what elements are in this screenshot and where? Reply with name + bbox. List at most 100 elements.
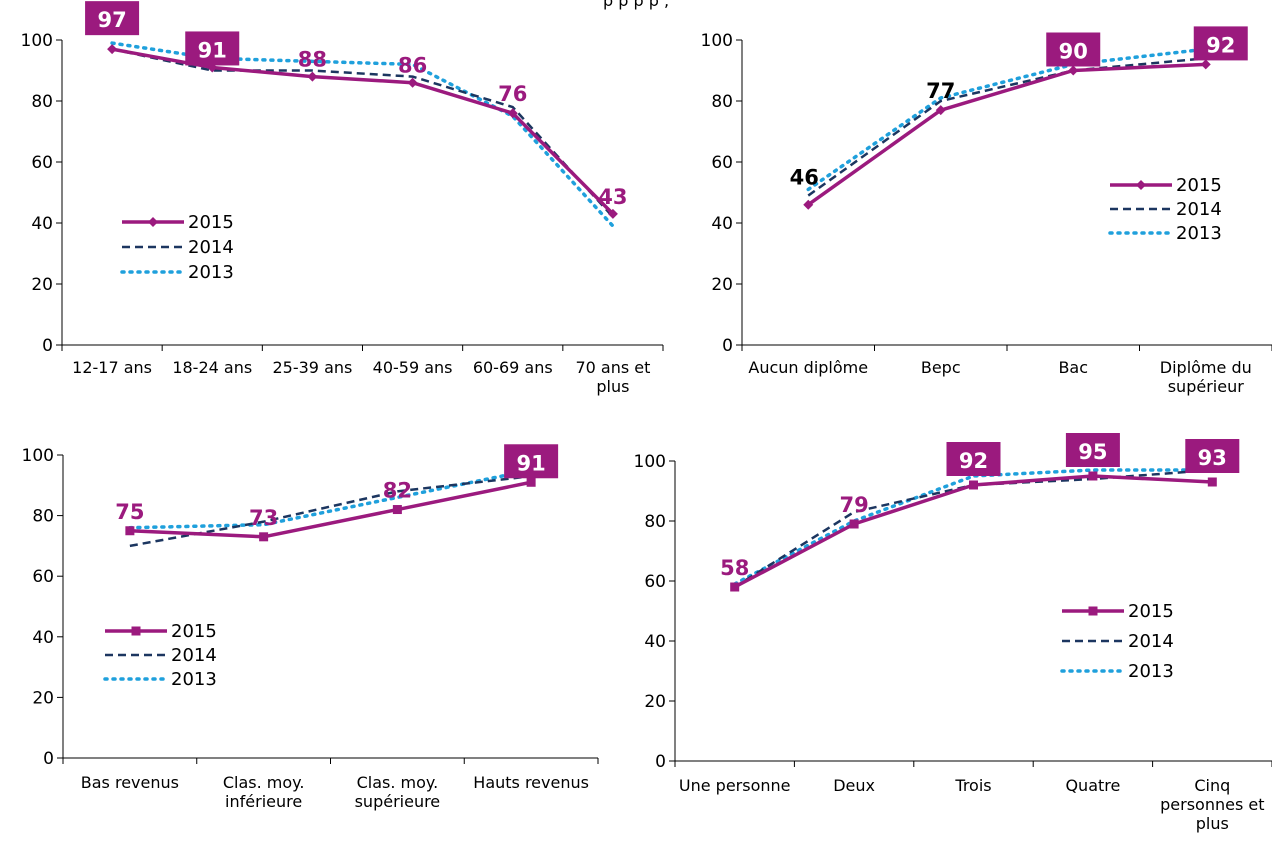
series-2015-point [803,199,814,210]
x-tick-label: 12-17 ans [72,358,152,377]
data-label: 91 [198,38,227,62]
series-2015-point [207,62,218,73]
legend-label-2015: 2015 [1128,601,1174,622]
y-tick-label: 100 [701,31,733,51]
x-tick-label: Clas. moy. supérieure [355,773,441,811]
data-label: 91 [517,451,546,475]
data-label-box [1193,26,1248,61]
series-2015-point [1207,477,1217,487]
data-label: 76 [498,82,527,106]
chart-household-size: 0 20 40 60 80 100 Une personne Deux Trois Quatre C… [634,433,1272,833]
page-title: p p p p , [603,0,669,10]
data-label: 88 [298,48,327,72]
legend-label-2015: 2015 [188,212,234,233]
y-tick-label: 40 [32,628,54,648]
data-label-box [185,31,240,66]
series-2015-point [507,108,518,119]
series-2015-point [392,505,402,515]
x-tick-label: Hauts revenus [473,773,589,792]
legend-label-2013: 2013 [188,262,234,283]
data-label: 73 [249,506,278,530]
chart-age: 0 20 40 60 80 100 12-17 ans 18-24 ans 25-39 ans 4… [21,1,664,396]
data-label: 79 [839,493,868,517]
legend-label-2014: 2014 [1128,631,1174,652]
data-label-box [1065,433,1120,467]
y-tick-label: 60 [32,567,54,587]
series-2015-point [849,519,859,529]
series-2014-line [111,47,614,218]
y-tick-label: 100 [21,31,53,51]
legend-marker [1136,180,1146,190]
data-label-box [1046,32,1101,67]
data-label-box [85,1,140,36]
data-label-box [1185,439,1240,473]
x-tick-label: 70 ans et plus [575,358,650,396]
y-tick-label: 0 [42,336,53,356]
x-tick-label: Clas. moy. inférieure [223,773,305,811]
data-label: 93 [1198,446,1227,470]
data-label: 95 [1078,440,1107,464]
legend-label-2013: 2013 [171,669,217,690]
x-tick-label: 25-39 ans [272,358,352,377]
series-2015-point [259,532,269,542]
series-2015-point [607,208,618,219]
data-label: 46 [790,166,819,190]
y-tick-label: 80 [644,512,666,532]
data-label: 58 [720,556,749,580]
data-label: 97 [97,8,126,32]
series-2013-line [806,47,1208,192]
legend-marker [148,217,158,227]
series-2013-line [110,41,615,228]
series-2015-line [733,474,1213,589]
legend-label-2015: 2015 [1176,175,1222,196]
legend-marker [1088,606,1098,616]
y-tick-label: 0 [655,752,666,772]
series-2015-point [107,44,118,55]
series-2015-point [935,105,946,116]
y-tick-label: 0 [43,749,54,769]
y-tick-label: 0 [722,336,733,356]
data-label: 90 [1059,40,1088,64]
data-label-box [504,444,559,479]
legend: 2015 2014 2013 [120,212,234,283]
y-tick-label: 80 [31,92,53,112]
y-tick-label: 40 [644,632,666,652]
data-label: 43 [598,185,627,209]
x-tick-label: 40-59 ans [373,358,453,377]
series-2015-point [526,477,536,487]
legend: 2015 2014 2013 [103,621,217,690]
legend-label-2015: 2015 [171,621,217,642]
y-tick-label: 80 [711,92,733,112]
y-tick-label: 20 [32,688,54,708]
x-tick-label: Cinq personnes et plus [1160,776,1264,833]
data-label: 92 [1206,33,1235,57]
data-label: 92 [959,449,988,473]
series-2015-point [407,77,418,88]
x-tick-label: Bac [1058,358,1088,377]
series-2015-point [969,480,978,490]
series-2015-line [129,480,532,539]
legend-marker [131,626,141,636]
data-label: 75 [115,500,144,524]
y-tick-label: 60 [644,572,666,592]
series-2015-point [1088,471,1098,481]
x-tick-label: 18-24 ans [172,358,252,377]
y-tick-label: 100 [22,446,54,466]
data-label: 77 [926,79,955,103]
series-2015-point [730,582,740,592]
y-tick-label: 40 [31,214,53,234]
chart-diploma: 0 20 40 60 80 100 Aucun diplôme Bepc Bac Diplôme … [701,26,1272,396]
x-tick-label: Bepc [921,358,961,377]
legend: 2015 2014 2013 [1108,175,1222,244]
series-2015-point [1200,59,1211,70]
series-2015-point [1068,65,1079,76]
data-label: 86 [398,54,427,78]
y-tick-label: 60 [31,153,53,173]
y-tick-label: 100 [634,452,666,472]
x-tick-label: Bas revenus [81,773,179,792]
x-tick-label: Aucun diplôme [748,358,868,377]
chart-income: 0 20 40 60 80 100 Bas revenus Clas. moy. inférie… [22,444,599,811]
x-tick-label: Deux [833,776,875,795]
legend-label-2013: 2013 [1176,223,1222,244]
series-2015-point [125,526,135,536]
